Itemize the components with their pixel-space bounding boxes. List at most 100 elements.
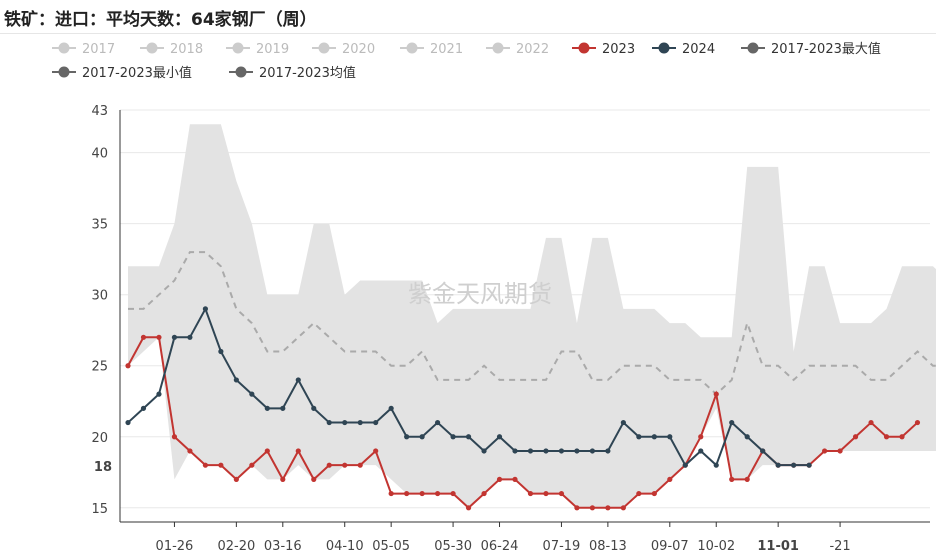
legend-marker [658,42,670,54]
legend-item-2017-2023最小值[interactable]: 2017-2023最小值 [52,65,192,81]
legend-label: 2017-2023最大值 [771,41,881,57]
series-2024-point [404,434,410,440]
series-2023-point [202,462,208,468]
series-2023-point [218,462,224,468]
watermark: 紫金天风期货 [408,280,552,308]
series-2023-point [435,490,441,497]
series-2024-point [249,391,255,397]
legend-marker [492,42,504,54]
series-2023-point [419,490,425,497]
legend-marker [232,42,244,54]
x-tick-label: 02-20 [217,539,255,554]
legend-label: 2019 [256,42,289,57]
mean-series [128,251,936,396]
legend-marker [318,42,330,54]
series-2024-point [435,419,441,426]
x-tick-label: 05-30 [434,539,472,554]
legend-item-2017-2023均值[interactable]: 2017-2023均值 [229,65,356,81]
legend-label: 2018 [170,42,203,57]
chart-title: 铁矿：进口：平均天数：64家钢厂（周） [4,10,317,30]
legend-item-2018[interactable]: 2018 [140,42,203,57]
series-2024-point [527,448,534,454]
series-2024-point [342,419,348,426]
series-2024-point [218,348,224,355]
legend-marker [235,66,247,78]
series-2024-point [713,462,719,468]
series-2024-point [202,306,208,312]
series-2023-point [868,419,874,426]
legend-marker [406,42,418,54]
series-2024-point [729,419,735,426]
series-2024-point [326,419,332,426]
legend-item-2022[interactable]: 2022 [486,42,549,57]
series-2024-point [481,448,487,454]
series-2023-point [822,448,828,454]
x-tick-label: 04-10 [326,539,364,554]
series-2023-point [713,391,719,397]
y-tick-label: 15 [91,502,108,517]
legend-item-2021[interactable]: 2021 [400,42,463,57]
series-2023-point [125,363,131,369]
series-2023-point [171,434,178,440]
series-2023-point [883,434,890,440]
series-2024-point [667,434,673,440]
series-2024-point [605,448,611,454]
legend-label: 2020 [342,42,375,57]
legend-item-2020[interactable]: 2020 [312,42,375,57]
series-2023-point [264,448,270,454]
series-2023-point [543,490,549,497]
series-2023-point [233,476,239,482]
series-2024-point [651,434,657,440]
x-tick-label: 05-05 [372,539,410,554]
series-2023-point [450,490,456,497]
x-tick-label: 03-16 [264,539,302,554]
legend-item-2019[interactable]: 2019 [226,42,289,57]
series-2024-point [543,448,549,454]
series-2023-point [373,448,379,454]
legend-item-2024[interactable]: 2024 [652,42,715,57]
series-2024-point [620,419,626,426]
legend-label: 2017 [82,42,115,57]
series-2024-point [806,462,812,468]
x-tick-label: 06-24 [481,539,519,554]
legend-item-2017-2023最大值[interactable]: 2017-2023最大值 [741,41,881,57]
series-2023-point [899,434,905,440]
series-2024-point [388,405,394,411]
series-2024-point [140,405,147,411]
series-2024-point [682,462,688,468]
series-2024-point [233,377,239,383]
series-2024-point [125,419,131,426]
series-2024-point [450,434,456,440]
series-2023-point [729,476,735,482]
legend-marker [146,42,158,54]
y-tick-label: 35 [91,218,108,233]
series-2023-point [620,505,626,511]
legend-marker [747,42,759,54]
series-2023-point [388,490,394,497]
series-2023-point [651,490,657,497]
series-2024-point [744,434,750,440]
series-2023-point [744,476,750,482]
series-2023-point [187,448,193,454]
x-tick-label: 09-07 [651,539,689,554]
series-2024-point [636,434,642,440]
y-tick-label: 30 [91,289,108,304]
x-tick-label: 07-19 [543,539,581,554]
series-2024-point [419,434,425,440]
series-2023-point [605,505,611,511]
series-2023-point [574,505,580,511]
series-2024-point [373,419,379,426]
legend-item-2017[interactable]: 2017 [52,42,115,57]
legend-item-2023[interactable]: 2023 [572,42,635,57]
y-tick-label: 25 [91,360,108,375]
series-2024-point [171,334,178,340]
legend-label: 2024 [682,42,715,57]
series-2023-point [558,490,565,497]
series-2023-point [465,505,472,511]
series-2023-point [295,448,301,454]
series-2023-point [249,462,255,468]
series-2024-point [357,419,363,426]
series-2024-point [760,448,766,454]
series-2023-point [342,462,348,468]
